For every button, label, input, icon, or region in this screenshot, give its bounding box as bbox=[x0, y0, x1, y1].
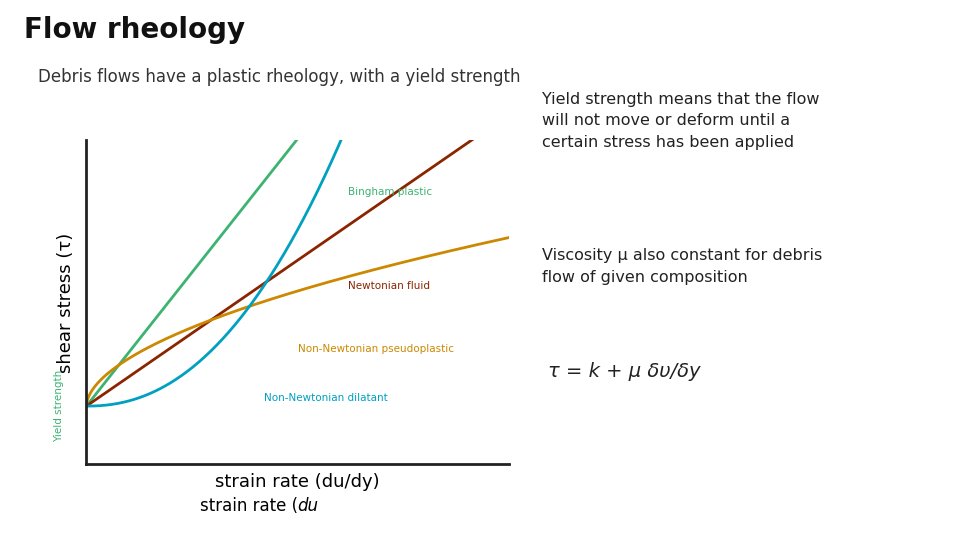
Text: Yield strength: Yield strength bbox=[54, 370, 64, 442]
Text: Yield strength means that the flow
will not move or deform until a
certain stres: Yield strength means that the flow will … bbox=[542, 92, 820, 150]
Text: Bingham plastic: Bingham plastic bbox=[348, 187, 432, 197]
Text: Non-Newtonian pseudoplastic: Non-Newtonian pseudoplastic bbox=[298, 345, 454, 354]
Text: Non-Newtonian dilatant: Non-Newtonian dilatant bbox=[264, 393, 388, 403]
X-axis label: strain rate (du/dy): strain rate (du/dy) bbox=[215, 472, 380, 491]
Text: Newtonian fluid: Newtonian fluid bbox=[348, 281, 430, 291]
Text: Debris flows have a plastic rheology, with a yield strength: Debris flows have a plastic rheology, wi… bbox=[38, 68, 521, 85]
Y-axis label: shear stress (τ): shear stress (τ) bbox=[58, 232, 75, 373]
Text: strain rate (: strain rate ( bbox=[200, 497, 298, 515]
Text: Viscosity μ also constant for debris
flow of given composition: Viscosity μ also constant for debris flo… bbox=[542, 248, 823, 285]
Text: τ = k + μ δυ/δy: τ = k + μ δυ/δy bbox=[548, 362, 700, 381]
Text: du: du bbox=[298, 497, 319, 515]
Text: Flow rheology: Flow rheology bbox=[24, 16, 245, 44]
